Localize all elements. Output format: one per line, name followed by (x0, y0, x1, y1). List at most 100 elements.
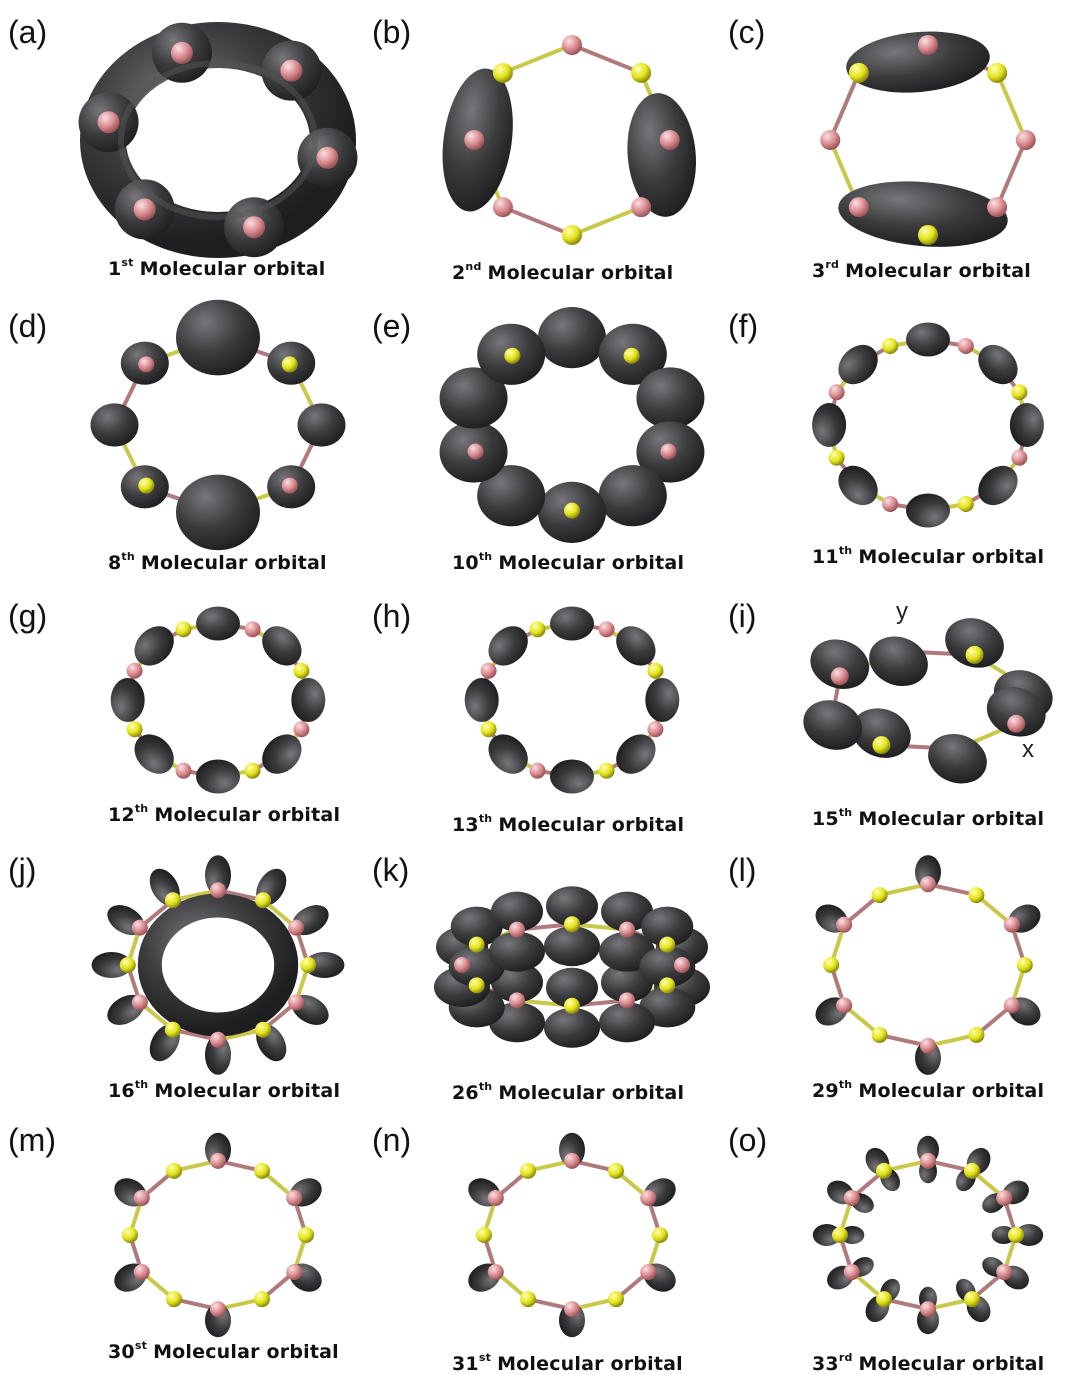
sulfur-atom (965, 645, 984, 664)
bond (571, 205, 642, 237)
boron-atom (920, 1037, 936, 1054)
orbital-lobe (262, 734, 302, 774)
molecular-orbital-image (114, 1132, 322, 1338)
bond (995, 139, 1028, 208)
ordinal-suffix: th (134, 802, 149, 815)
sulfur-atom (164, 892, 181, 909)
orbital-lobe (439, 367, 508, 429)
caption-text: Molecular orbital (154, 804, 341, 826)
orbital-lobe (846, 31, 990, 93)
ordinal-suffix: th (838, 544, 853, 557)
boron-atom (647, 721, 664, 738)
orbital-lobe (812, 1223, 841, 1247)
orbital-number: 31 (452, 1353, 479, 1375)
panel-label: (h) (372, 598, 412, 634)
caption-text: Molecular orbital (498, 552, 685, 574)
boron-atom (288, 919, 305, 936)
sulfur-atom (631, 62, 652, 83)
sulfur-atom (872, 736, 891, 755)
panel-label: (e) (372, 308, 412, 344)
sulfur-atom (476, 1227, 492, 1243)
orbital-lobe (616, 626, 656, 666)
molecular-orbital-image (812, 322, 1044, 528)
sulfur-atom (255, 1021, 272, 1038)
sulfur-atom (608, 1291, 624, 1308)
boron-atom (131, 994, 148, 1011)
orbital-caption: 15th Molecular orbital (812, 806, 1044, 830)
panel-label: (a) (8, 14, 48, 50)
orbital-lobe (297, 403, 346, 447)
bond (927, 882, 977, 898)
ordinal-suffix: st (478, 1351, 492, 1364)
orbital-lobe (291, 678, 326, 722)
ordinal-suffix: th (478, 812, 493, 825)
boron-atom (210, 1031, 226, 1048)
sulfur-atom (964, 1162, 980, 1179)
sulfur-atom (468, 977, 485, 994)
orbital-number: 10 (452, 552, 479, 574)
boron-atom (281, 477, 298, 494)
sulfur-atom (608, 1162, 624, 1179)
orbital-lobe (838, 344, 878, 385)
sulfur-atom (659, 977, 676, 994)
boron-atom (848, 197, 869, 218)
caption-text: Molecular orbital (858, 1080, 1045, 1102)
caption-text: Molecular orbital (140, 552, 327, 574)
sulfur-atom (244, 762, 261, 779)
boron-atom (957, 338, 974, 355)
boron-atom (133, 198, 156, 221)
orbital-lobe (488, 734, 528, 774)
sulfur-atom (255, 892, 272, 909)
bond (828, 72, 861, 141)
panel-label: (i) (728, 598, 757, 634)
sulfur-atom (520, 1291, 536, 1308)
bond (927, 1032, 977, 1048)
caption-text: Molecular orbital (498, 814, 685, 836)
sulfur-atom (918, 225, 938, 245)
orbital-lobe (544, 1007, 600, 1048)
boron-atom (487, 1264, 504, 1281)
orbital-lobe (550, 606, 594, 641)
sulfur-atom (598, 762, 615, 779)
orbital-lobe (491, 891, 543, 932)
sulfur-atom (871, 1026, 888, 1043)
orbital-lobe (978, 465, 1018, 506)
sulfur-atom (832, 1227, 848, 1243)
panel-label: (b) (372, 14, 412, 50)
sulfur-atom (520, 1162, 536, 1179)
orbital-lobe (304, 952, 345, 978)
orbital-lobe (838, 465, 878, 506)
molecular-orbital-image (91, 855, 345, 1075)
orbital-lobe (450, 906, 503, 947)
boron-atom (454, 957, 470, 973)
orbital-lobe (176, 299, 260, 376)
orbital-lobe (477, 465, 546, 527)
ordinal-suffix: st (121, 256, 134, 269)
orbital-lobe (636, 367, 705, 429)
bond (502, 43, 573, 75)
caption-text: Molecular orbital (858, 808, 1045, 830)
orbital-lobe (91, 951, 132, 979)
sulfur-atom (652, 1227, 668, 1243)
orbital-lobe (599, 1002, 655, 1043)
sulfur-atom (492, 62, 513, 83)
orbital-caption: 29th Molecular orbital (812, 1078, 1044, 1102)
boron-atom (480, 662, 497, 679)
orbital-lobe (1015, 1224, 1044, 1246)
orbital-lobe (489, 931, 545, 972)
orbital-lobe (838, 181, 1008, 247)
panel-label: (f) (728, 308, 759, 344)
orbital-lobe (869, 636, 928, 687)
boron-atom (836, 916, 853, 933)
panel-label: (m) (8, 1122, 56, 1158)
orbital-number: 13 (452, 814, 479, 836)
molecular-orbital-image (820, 31, 1036, 247)
caption-text: Molecular orbital (845, 260, 1031, 282)
ordinal-suffix: th (478, 1080, 493, 1093)
sulfur-atom (175, 621, 192, 638)
sulfur-atom (828, 449, 845, 466)
boron-atom (288, 994, 305, 1011)
orbital-lobe (945, 618, 1004, 668)
orbital-number: 12 (108, 804, 135, 826)
sulfur-atom (126, 721, 143, 738)
